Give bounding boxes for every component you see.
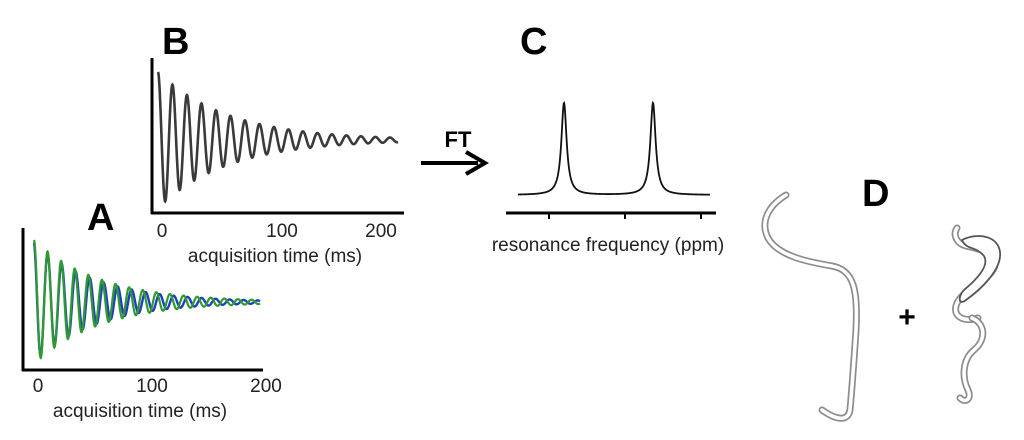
panel-b-fid-curve [156, 71, 399, 204]
panel-a-fid-curve-green [32, 239, 261, 360]
panel-a-letter: A [87, 197, 114, 239]
panel-c-x-axis-label: resonance frequency (ppm) [492, 235, 724, 256]
panel-d-letter: D [862, 173, 889, 215]
plus-sign: + [898, 301, 916, 334]
panel-d: D + [761, 173, 1001, 422]
panel-b-tick-200: 200 [365, 221, 397, 242]
panel-a-x-axis-label: acquisition time (ms) [53, 401, 227, 422]
ft-label: FT [445, 127, 472, 152]
panel-b: B 0 100 200 acquisition time (ms) [150, 21, 404, 267]
ft-arrow-head [464, 150, 489, 176]
helix-chain-illustration [951, 224, 1001, 404]
panel-b-x-axis-label: acquisition time (ms) [188, 246, 362, 267]
ft-arrow: FT [421, 127, 489, 176]
panel-a-tick-200: 200 [250, 376, 282, 397]
panel-a-tick-0: 0 [33, 376, 44, 397]
panel-a-tick-100: 100 [136, 376, 168, 397]
unfolded-chain-illustration [761, 191, 860, 422]
panel-b-letter: B [162, 21, 189, 63]
panel-b-tick-100: 100 [266, 221, 298, 242]
panel-c-spectrum-curve [517, 100, 711, 196]
panel-a: A 0 100 200 acquisition time (ms) [21, 197, 282, 422]
panel-b-tick-0: 0 [157, 221, 168, 242]
panel-c-letter: C [520, 21, 547, 63]
panel-c: C resonance frequency (ppm) [492, 21, 724, 256]
